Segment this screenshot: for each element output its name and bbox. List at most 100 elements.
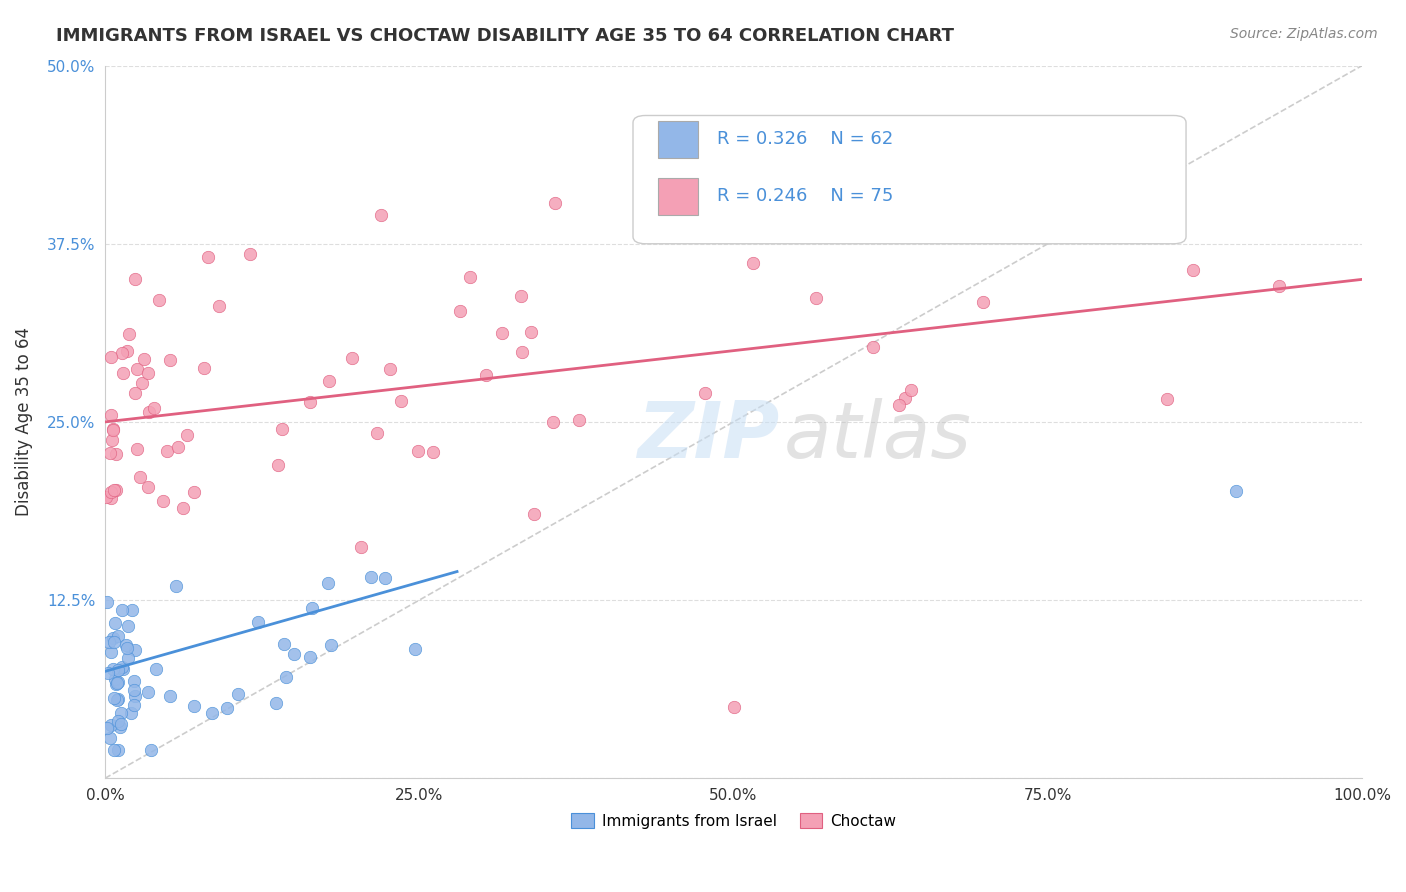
Point [491, 326, 513, 340]
Bar [658, 121, 699, 158]
Point [567, 413, 589, 427]
Point [111, 603, 134, 617]
Point [129, 469, 152, 483]
Point [100, 645, 122, 659]
Point [273, 637, 295, 651]
FancyBboxPatch shape [633, 115, 1187, 244]
Point [193, 361, 215, 376]
Point [972, 295, 994, 310]
Point [894, 391, 917, 405]
Point [139, 742, 162, 756]
Legend: Immigrants from Israel, Choctaw: Immigrants from Israel, Choctaw [565, 806, 903, 835]
Point [215, 701, 238, 715]
Point [360, 570, 382, 584]
Point [350, 540, 373, 554]
Text: IMMIGRANTS FROM ISRAEL VS CHOCTAW DISABILITY AGE 35 TO 64 CORRELATION CHART: IMMIGRANTS FROM ISRAEL VS CHOCTAW DISABI… [56, 27, 955, 45]
Point [107, 675, 129, 690]
Point [298, 649, 321, 664]
Point [107, 714, 129, 729]
Point [900, 383, 922, 397]
Point [98, 731, 121, 745]
Point [520, 325, 543, 339]
Point [197, 250, 219, 264]
Point [117, 651, 139, 665]
Point [301, 600, 323, 615]
Point [422, 445, 444, 459]
Point [124, 642, 146, 657]
Point [145, 662, 167, 676]
Point [1053, 200, 1076, 214]
Point [266, 696, 288, 710]
Point [201, 706, 224, 720]
Point [107, 629, 129, 643]
Point [404, 642, 426, 657]
Point [104, 615, 127, 630]
Text: R = 0.246    N = 75: R = 0.246 N = 75 [717, 187, 894, 205]
Point [112, 662, 135, 676]
Point [1156, 392, 1178, 407]
Point [239, 246, 262, 260]
Point [541, 415, 564, 429]
Point [136, 480, 159, 494]
Point [96, 721, 118, 735]
Text: ZIP: ZIP [637, 398, 779, 475]
Point [742, 256, 765, 270]
Point [165, 579, 187, 593]
Point [136, 366, 159, 380]
Point [115, 344, 138, 359]
Point [299, 395, 322, 409]
Point [120, 706, 142, 721]
Point [103, 483, 125, 497]
Point [380, 362, 402, 376]
Point [267, 458, 290, 473]
Point [100, 718, 122, 732]
Point [366, 425, 388, 440]
Point [276, 670, 298, 684]
Point [510, 345, 533, 359]
Point [283, 647, 305, 661]
Point [124, 385, 146, 400]
Text: Source: ZipAtlas.com: Source: ZipAtlas.com [1230, 27, 1378, 41]
Point [117, 619, 139, 633]
Point [271, 422, 294, 436]
Point [374, 571, 396, 585]
Point [156, 444, 179, 458]
Point [101, 423, 124, 437]
Point [107, 664, 129, 678]
Point [316, 576, 339, 591]
Point [98, 446, 121, 460]
Point [101, 433, 124, 447]
Point [115, 638, 138, 652]
Point [124, 698, 146, 712]
Point [510, 289, 533, 303]
Point [804, 291, 827, 305]
Point [103, 742, 125, 756]
Point [105, 693, 128, 707]
Point [340, 351, 363, 365]
Point [449, 304, 471, 318]
Point [152, 493, 174, 508]
Point [887, 398, 910, 412]
Point [134, 351, 156, 366]
Point [96, 491, 118, 505]
Point [138, 405, 160, 419]
Point [104, 672, 127, 686]
Point [112, 366, 135, 380]
Point [370, 208, 392, 222]
Point [110, 706, 132, 721]
Point [108, 720, 131, 734]
Point [159, 689, 181, 703]
Point [107, 742, 129, 756]
Point [100, 408, 122, 422]
Point [101, 422, 124, 436]
Point [122, 674, 145, 689]
Point [131, 376, 153, 391]
Point [127, 362, 149, 376]
Point [318, 374, 340, 388]
Point [523, 507, 546, 521]
Point [1225, 484, 1247, 499]
Y-axis label: Disability Age 35 to 64: Disability Age 35 to 64 [15, 327, 32, 516]
Point [104, 447, 127, 461]
Point [475, 368, 498, 383]
Point [124, 272, 146, 286]
